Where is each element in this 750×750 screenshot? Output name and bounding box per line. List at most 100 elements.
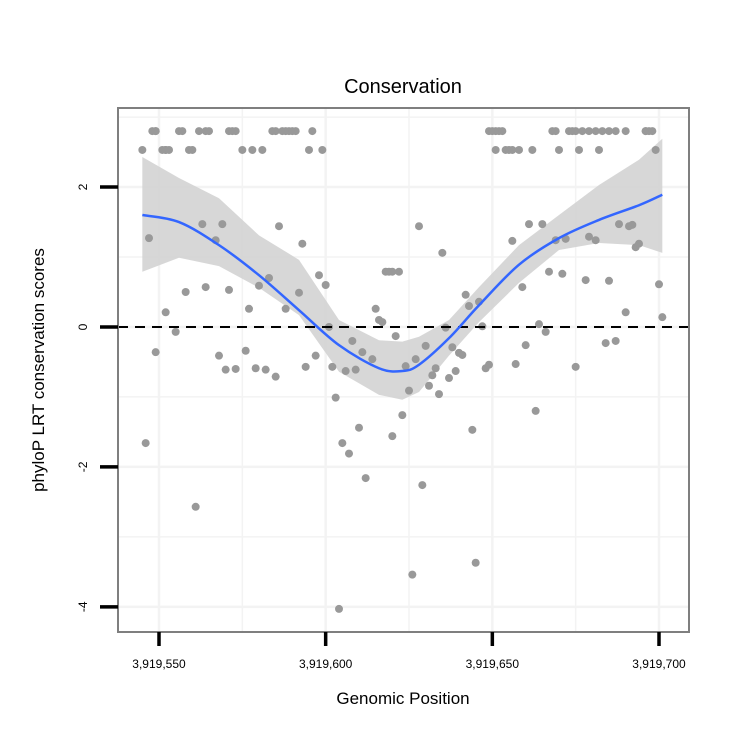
data-point — [378, 318, 387, 327]
data-point — [591, 127, 600, 136]
data-point — [331, 393, 340, 402]
data-point — [248, 145, 257, 154]
data-point — [311, 351, 320, 360]
data-point — [305, 145, 313, 154]
data-point — [611, 127, 620, 136]
data-point — [401, 362, 410, 371]
smooth-curve — [142, 193, 663, 373]
x-tick-label: 3,919,600 — [299, 657, 353, 671]
data-point — [271, 372, 280, 381]
data-point — [571, 127, 580, 136]
data-point — [508, 145, 517, 154]
data-point — [218, 220, 227, 229]
data-point — [261, 365, 270, 374]
data-point — [445, 374, 453, 383]
data-point — [225, 285, 233, 294]
x-tick-label: 3,919,650 — [466, 657, 520, 671]
data-point — [368, 355, 377, 364]
data-point — [301, 362, 310, 371]
data-point — [351, 365, 360, 374]
data-point — [485, 360, 493, 369]
y-axis-label: phyloP LRT conservation scores — [29, 248, 48, 492]
data-point — [635, 239, 643, 248]
data-point — [141, 439, 150, 448]
data-point — [195, 127, 203, 136]
data-point — [518, 283, 527, 292]
x-tick-label: 3,919,550 — [132, 657, 186, 671]
data-point — [528, 145, 537, 154]
data-point — [521, 341, 530, 350]
data-point — [585, 232, 593, 241]
y-axis-ticks: 2 0 -2 -4 — [76, 183, 118, 612]
data-point — [161, 308, 170, 317]
data-point — [145, 234, 153, 243]
x-tick-label: 3,919,700 — [632, 657, 686, 671]
data-point — [605, 127, 613, 136]
data-point — [348, 336, 357, 345]
data-point — [451, 367, 460, 376]
data-point — [541, 327, 550, 336]
y-tick-label: -4 — [76, 601, 90, 612]
data-point — [241, 346, 250, 355]
data-point — [388, 267, 397, 276]
x-axis-ticks: 3,919,550 3,919,600 3,919,650 3,919,700 — [132, 632, 686, 671]
data-point — [648, 127, 657, 136]
data-point — [585, 127, 593, 136]
data-point — [421, 341, 430, 350]
data-points — [138, 127, 667, 613]
data-point — [491, 145, 500, 154]
data-point — [171, 327, 180, 336]
data-point — [435, 390, 443, 399]
data-point — [391, 332, 400, 341]
x-axis-label: Genomic Position — [336, 689, 469, 708]
data-point — [448, 343, 457, 352]
y-tick-label: 2 — [76, 183, 90, 190]
data-point — [245, 304, 253, 313]
data-point — [555, 145, 563, 154]
data-point — [298, 239, 307, 248]
data-point — [395, 267, 403, 276]
data-point — [498, 127, 507, 136]
data-point — [165, 145, 173, 154]
data-point — [191, 502, 200, 511]
panel-border — [117, 107, 690, 633]
data-point — [471, 558, 480, 567]
data-point — [255, 281, 263, 290]
data-point — [258, 145, 267, 154]
data-point — [571, 362, 580, 371]
data-point — [621, 127, 630, 136]
data-point — [438, 248, 447, 257]
data-point — [465, 301, 473, 310]
data-point — [265, 274, 273, 283]
data-point — [205, 127, 213, 136]
data-point — [458, 350, 467, 359]
data-point — [628, 220, 637, 229]
data-point — [355, 423, 363, 432]
data-point — [341, 367, 350, 376]
data-point — [308, 127, 317, 136]
data-point — [221, 365, 230, 374]
data-point — [231, 364, 240, 373]
data-point — [315, 271, 323, 280]
smooth-line — [142, 193, 663, 373]
data-point — [425, 381, 433, 390]
data-point — [551, 127, 560, 136]
data-point — [328, 362, 337, 371]
data-point — [151, 348, 160, 357]
data-point — [281, 304, 290, 313]
chart-title: Conservation — [344, 76, 462, 98]
data-point — [515, 145, 523, 154]
data-point — [318, 145, 327, 154]
data-point — [295, 288, 303, 297]
data-point — [428, 371, 437, 380]
data-point — [525, 220, 533, 229]
data-point — [621, 308, 630, 317]
data-point — [338, 439, 347, 448]
data-point — [411, 355, 420, 364]
data-point — [605, 276, 613, 285]
data-point — [198, 220, 207, 229]
data-point — [321, 280, 330, 289]
data-point — [615, 220, 623, 229]
data-point — [251, 364, 260, 373]
